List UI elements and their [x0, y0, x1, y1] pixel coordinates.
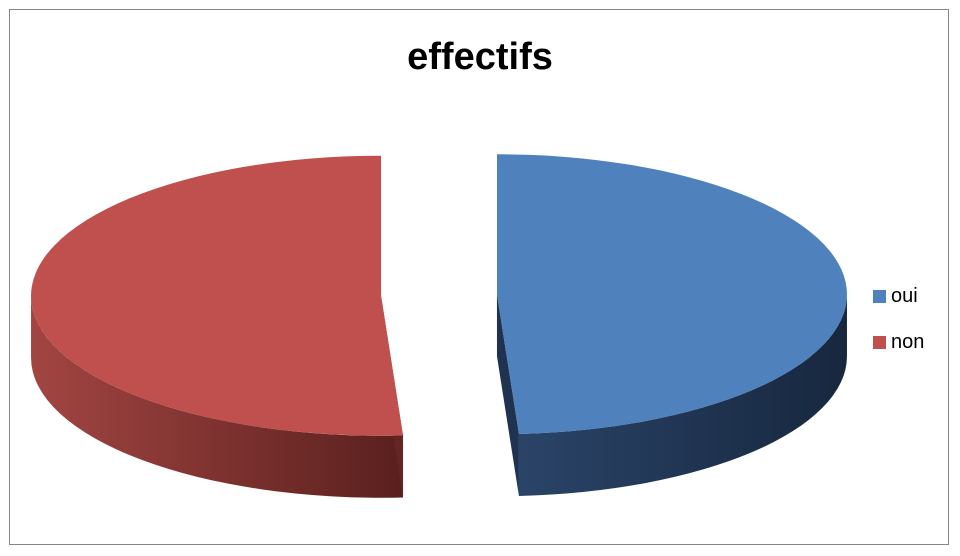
chart-title: effectifs	[407, 36, 553, 78]
pie-slice-side-oui	[518, 294, 847, 496]
pie-slice-oui	[496, 154, 847, 434]
legend-swatch-non	[873, 335, 886, 349]
legend-item-oui: oui	[873, 284, 924, 308]
chart-legend: oui non	[873, 284, 924, 376]
legend-label-oui: oui	[891, 284, 918, 307]
legend-label-non: non	[891, 330, 925, 353]
legend-item-non: non	[873, 330, 924, 354]
pie-slice-wall-oui	[496, 294, 519, 496]
legend-swatch-oui	[873, 289, 886, 303]
pie-slice-side-non	[31, 295, 404, 498]
pie-slice-non	[31, 155, 404, 436]
